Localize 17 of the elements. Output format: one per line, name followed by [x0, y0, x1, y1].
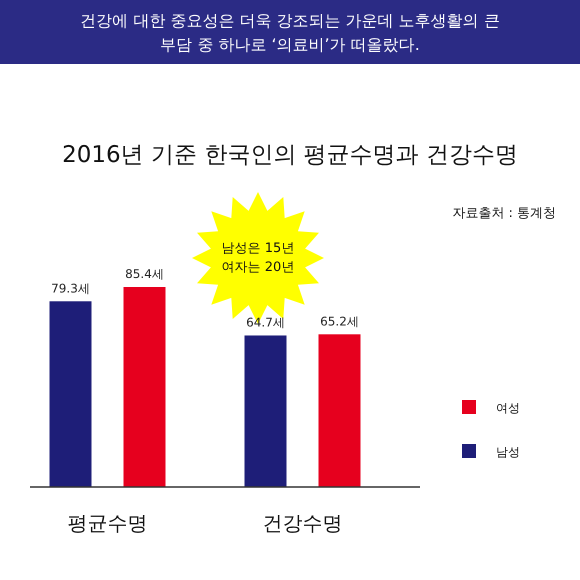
data-label: 85.4세 [125, 267, 164, 281]
legend-label: 남성 [496, 445, 520, 459]
bar [124, 287, 166, 487]
bar [244, 335, 286, 487]
chart-title: 건강에 대한 중요성은 더욱 강조되는 가운데 노후생활의 큰 부담 중 하나로 ‘의료비’가 떠올랐다. [80, 11, 500, 54]
chart-subtitle: 2016년 기준 한국인의 평균수명과 건강수명 [62, 142, 518, 168]
x-tick-label: 평균수명 [68, 511, 148, 535]
text: 남성은 15년 [222, 241, 294, 256]
x-tick-label: 건강수명 [262, 511, 342, 535]
data-label: 64.7세 [246, 315, 285, 330]
data-label: 65.2세 [320, 314, 359, 328]
bar [318, 334, 360, 487]
text: 자료출처 : 통계청 [452, 206, 556, 221]
bar [50, 301, 92, 487]
text: 여자는 20년 [222, 260, 294, 275]
data-label: 79.3세 [51, 281, 90, 296]
legend-label: 여성 [496, 401, 520, 415]
